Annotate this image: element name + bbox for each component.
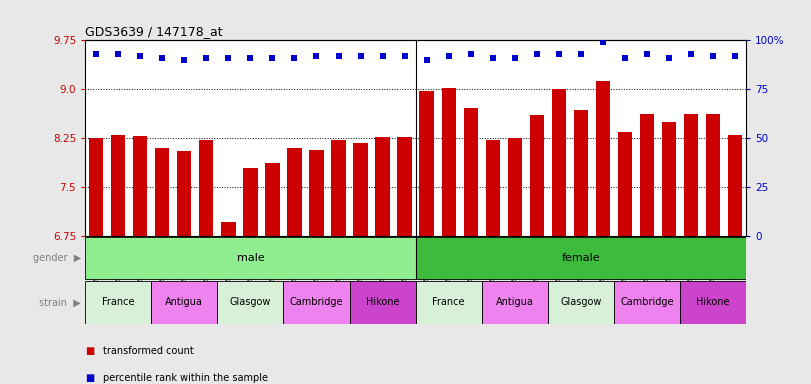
Text: Hikone: Hikone: [697, 297, 730, 308]
Bar: [596, 81, 610, 236]
Text: transformed count: transformed count: [103, 346, 194, 356]
Point: [442, 53, 455, 59]
Bar: [89, 138, 103, 236]
Text: ■: ■: [85, 346, 94, 356]
Bar: [332, 140, 345, 236]
Point: [728, 53, 741, 59]
Point: [354, 53, 367, 59]
Point: [112, 51, 125, 57]
Point: [200, 55, 212, 61]
Point: [266, 55, 279, 61]
Bar: [217, 281, 284, 324]
Bar: [614, 281, 680, 324]
Bar: [354, 143, 367, 236]
Text: Antigua: Antigua: [496, 297, 534, 308]
Point: [222, 55, 235, 61]
Point: [464, 51, 477, 57]
Bar: [133, 136, 148, 236]
Bar: [397, 137, 412, 236]
Bar: [530, 115, 544, 236]
Point: [574, 51, 587, 57]
Text: France: France: [432, 297, 465, 308]
Text: male: male: [237, 253, 264, 263]
Point: [156, 55, 169, 61]
Bar: [728, 135, 742, 236]
Text: Cambridge: Cambridge: [290, 297, 343, 308]
Point: [398, 53, 411, 59]
Point: [706, 53, 719, 59]
Bar: [486, 140, 500, 236]
Bar: [243, 167, 258, 236]
Point: [684, 51, 697, 57]
Bar: [200, 140, 213, 236]
Bar: [508, 138, 522, 236]
Bar: [548, 281, 614, 324]
Point: [332, 53, 345, 59]
Point: [420, 57, 433, 63]
Text: gender  ▶: gender ▶: [33, 253, 81, 263]
Point: [310, 53, 323, 59]
Bar: [309, 150, 324, 236]
Text: Antigua: Antigua: [165, 297, 204, 308]
Bar: [287, 148, 302, 236]
Text: strain  ▶: strain ▶: [40, 297, 81, 308]
Bar: [375, 137, 390, 236]
Bar: [284, 281, 350, 324]
Bar: [419, 91, 434, 236]
Bar: [155, 148, 169, 236]
Bar: [573, 110, 588, 236]
Bar: [441, 88, 456, 236]
Bar: [551, 89, 566, 236]
Text: percentile rank within the sample: percentile rank within the sample: [103, 373, 268, 383]
Point: [552, 51, 565, 57]
Bar: [221, 222, 235, 236]
Bar: [416, 281, 482, 324]
Point: [376, 53, 389, 59]
Bar: [152, 281, 217, 324]
Bar: [662, 122, 676, 236]
Point: [508, 55, 521, 61]
Point: [596, 39, 609, 45]
Text: Hikone: Hikone: [366, 297, 399, 308]
Bar: [680, 281, 746, 324]
Bar: [85, 281, 152, 324]
Bar: [111, 135, 126, 236]
Text: Cambridge: Cambridge: [620, 297, 674, 308]
Point: [178, 57, 191, 63]
Point: [244, 55, 257, 61]
Point: [90, 51, 103, 57]
Point: [288, 55, 301, 61]
Bar: [464, 108, 478, 236]
Point: [487, 55, 500, 61]
Point: [663, 55, 676, 61]
Point: [530, 51, 543, 57]
Point: [134, 53, 147, 59]
Bar: [706, 114, 720, 236]
Text: Glasgow: Glasgow: [560, 297, 602, 308]
Bar: [618, 132, 632, 236]
Bar: [640, 114, 654, 236]
Bar: [177, 151, 191, 236]
Text: France: France: [102, 297, 135, 308]
Bar: [482, 281, 548, 324]
Text: ■: ■: [85, 373, 94, 383]
Point: [641, 51, 654, 57]
Bar: [350, 281, 416, 324]
Text: GDS3639 / 147178_at: GDS3639 / 147178_at: [85, 25, 223, 38]
Point: [619, 55, 632, 61]
Bar: [85, 237, 416, 280]
Text: female: female: [561, 253, 600, 263]
Bar: [416, 237, 746, 280]
Bar: [265, 163, 280, 236]
Text: Glasgow: Glasgow: [230, 297, 271, 308]
Bar: [684, 114, 698, 236]
